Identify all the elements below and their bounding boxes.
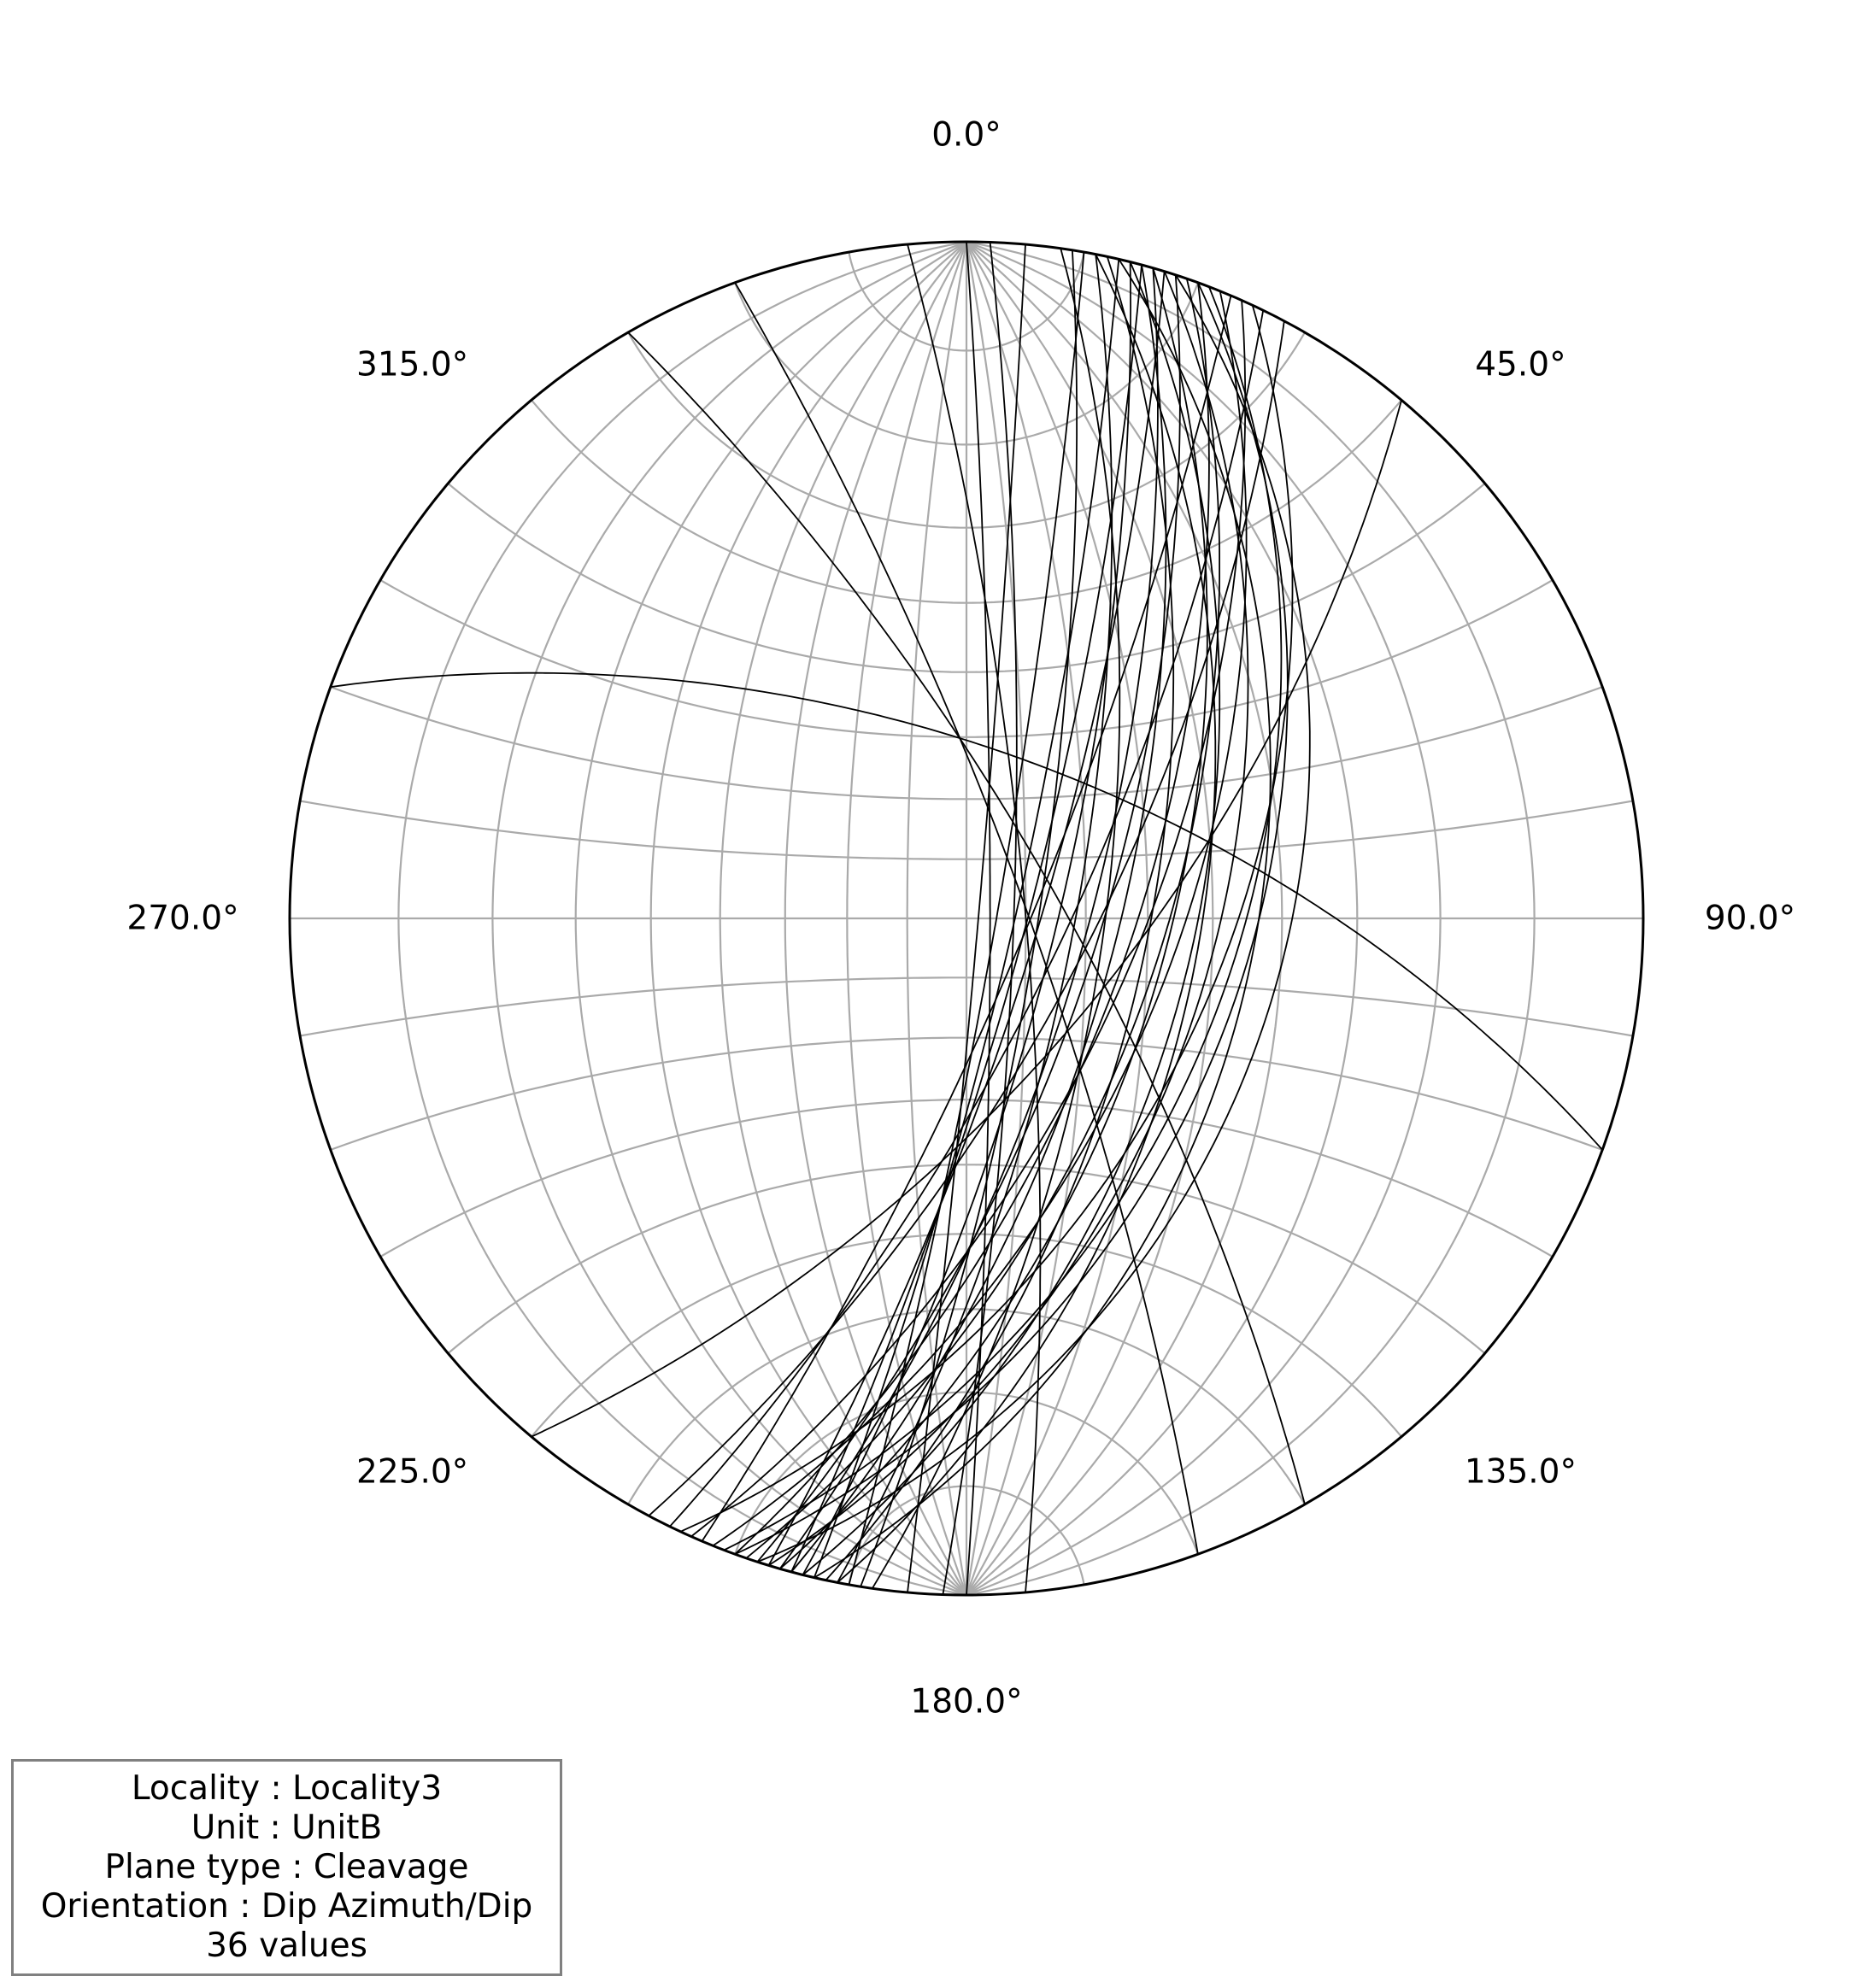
plane-great-circle [907, 243, 1042, 1593]
grid-parallel [379, 579, 1554, 738]
azimuth-label: 180.0° [910, 1682, 1023, 1721]
plane-great-circle [330, 671, 1603, 1151]
grid-parallel [379, 1099, 1554, 1258]
plane-great-circle [860, 249, 1078, 1587]
azimuth-label: 135.0° [1464, 1452, 1577, 1492]
plane-great-circle [734, 282, 1210, 1555]
plane-great-circle [756, 274, 1311, 1563]
info-box: Locality : Locality3 Unit : UnitB Plane … [11, 1759, 562, 1976]
plane-great-circle [531, 400, 1402, 1438]
grid-parallel [447, 483, 1486, 673]
plane-great-circle [734, 282, 1199, 1555]
grid-parallel [330, 686, 1603, 800]
info-locality: Locality : Locality3 [131, 1769, 443, 1808]
grid-parallel [447, 1164, 1486, 1354]
plane-layer [330, 241, 1603, 1596]
plane-great-circle [690, 300, 1247, 1538]
plane-great-circle [825, 256, 1175, 1581]
plane-great-circle [848, 251, 1085, 1586]
plane-great-circle [814, 258, 1272, 1579]
grid-parallel [531, 1233, 1402, 1438]
plane-great-circle [813, 259, 1120, 1579]
info-count: 36 values [206, 1926, 367, 1965]
plane-great-circle [942, 242, 1018, 1595]
info-plane-type: Plane type : Cleavage [104, 1848, 469, 1886]
info-unit: Unit : UnitB [191, 1809, 383, 1847]
azimuth-label: 0.0° [931, 115, 1001, 155]
grid-layer [290, 240, 1643, 1597]
azimuth-label: 315.0° [356, 345, 469, 384]
grid-parallel [627, 331, 1306, 529]
plane-great-circle [701, 295, 1232, 1542]
plane-great-circle [734, 282, 1289, 1556]
grid-parallel [299, 800, 1634, 860]
grid-parallel [848, 251, 1085, 352]
azimuth-label: 90.0° [1704, 899, 1796, 938]
info-orientation: Orientation : Dip Azimuth/Dip [40, 1887, 533, 1926]
grid-parallel [734, 1391, 1199, 1555]
grid-parallel [627, 1308, 1306, 1505]
primitive-circle [288, 240, 1645, 1597]
plane-great-circle [627, 331, 1306, 1505]
plane-great-circle [790, 264, 1167, 1573]
grid-parallel [848, 1485, 1085, 1586]
azimuth-label: 225.0° [356, 1452, 469, 1492]
grid-parallel [531, 399, 1402, 604]
plane-great-circle [778, 267, 1159, 1569]
azimuth-label: 270.0° [126, 899, 239, 938]
plane-great-circle [837, 254, 1217, 1584]
grid-parallel [330, 1036, 1603, 1151]
plane-great-circle [802, 261, 1132, 1575]
plane-great-circle [907, 243, 1026, 1593]
plane-great-circle [872, 248, 1121, 1589]
azimuth-label: 45.0° [1475, 345, 1566, 384]
grid-parallel [734, 282, 1199, 446]
plane-great-circle [779, 267, 1208, 1569]
plane-great-circle [745, 278, 1220, 1559]
grid-parallel [299, 976, 1634, 1037]
plane-great-circle [723, 286, 1283, 1551]
plane-great-circle [837, 254, 1113, 1583]
plane-great-circle [966, 241, 991, 1596]
plane-great-circle [648, 320, 1285, 1516]
plane-great-circle [669, 310, 1265, 1528]
plane-great-circle [767, 271, 1249, 1567]
